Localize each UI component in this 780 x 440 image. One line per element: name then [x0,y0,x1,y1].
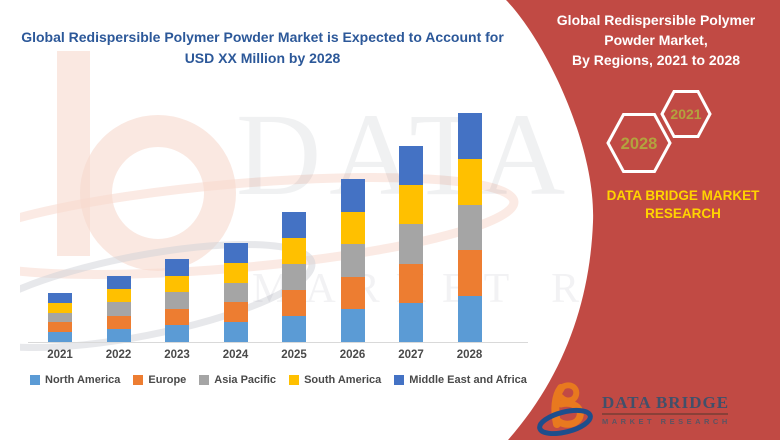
bar-segment-middle-east-and-africa [106,276,131,290]
bar-segment-north-america [457,296,482,342]
side-panel-title-line-3: By Regions, 2021 to 2028 [571,51,741,68]
side-panel-title-line-2: Powder Market, [604,31,708,48]
logo-underline [602,413,728,415]
x-axis-tick-2027: 2027 [398,349,424,361]
bar-segment-middle-east-and-africa [223,243,248,263]
legend-label: North America [45,374,121,386]
bar-segment-middle-east-and-africa [340,179,365,212]
bar-segment-south-america [457,158,482,205]
bar-2027 [399,146,423,342]
bar-segment-south-america [340,211,365,245]
bar-2025 [282,212,306,342]
legend-item-north-america: North America [30,374,120,386]
legend-item-europe: Europe [133,374,186,386]
x-axis-tick-2025: 2025 [281,349,307,361]
bar-segment-south-america [399,185,423,225]
bar-segment-asia-pacific [282,264,306,290]
bar-segment-north-america [223,322,248,342]
brand-name-text: DATA BRIDGE MARKET RESEARCH [606,188,760,222]
bar-segment-asia-pacific [340,244,365,277]
bar-segment-north-america [399,302,423,342]
bar-segment-middle-east-and-africa [48,293,72,303]
hexagon-badge-2028-icon [606,113,672,173]
side-panel-title-line-1: Global Redispersible Polymer [556,12,756,28]
bar-segment-south-america [106,289,131,303]
bar-segment-asia-pacific [106,302,131,316]
hexagon-badge-2021-icon [660,90,712,138]
bar-segment-middle-east-and-africa [165,259,189,276]
bar-segment-asia-pacific [399,224,423,264]
bar-segment-south-america [48,302,72,313]
bar-segment-south-america [223,262,248,283]
bar-segment-europe [165,308,189,326]
chart-legend: North America Europe Asia Pacific South Ame… [30,374,527,386]
bar-segment-europe [399,263,423,303]
legend-label: Europe [148,374,187,386]
legend-swatch-icon [30,375,40,385]
bar-segment-north-america [106,328,131,342]
logo-name: DATA BRIDGE [602,393,730,412]
bar-segment-middle-east-and-africa [399,146,423,186]
legend-label: South America [304,374,382,386]
legend-label: Asia Pacific [214,374,277,386]
legend-swatch-icon [133,375,144,385]
bar-segment-asia-pacific [165,292,189,309]
bar-segment-south-america [165,275,189,293]
bar-segment-europe [106,315,131,329]
logo-text-block: DATA BRIDGE MARKET RESEARCH [602,394,731,426]
legend-item-asia-pacific: Asia Pacific [199,374,276,386]
bar-segment-north-america [48,332,72,342]
bar-segment-north-america [282,316,306,342]
x-axis-tick-2021: 2021 [47,349,73,361]
legend-swatch-icon [394,375,405,385]
bar-segment-europe [48,322,72,333]
bar-segment-europe [223,302,248,323]
bar-segment-north-america [340,309,365,342]
x-axis-labels: 2021 2022 2023 2024 2025 2026 2027 2028 [28,349,528,365]
logo-b-hook [558,382,580,404]
hexagon-year-2021: 2021 [670,106,701,122]
bar-2023 [165,259,189,342]
bar-2026 [340,179,365,342]
bar-segment-europe [282,290,306,316]
bar-segment-south-america [282,238,306,264]
company-logo: DATA BRIDGE MARKET RESEARCH [536,382,731,436]
x-axis-tick-2022: 2022 [105,349,132,361]
side-panel-title: Global Redispersible Polymer Powder Mark… [545,11,767,71]
x-axis-tick-2026: 2026 [339,349,366,361]
legend-swatch-icon [289,375,300,385]
legend-label: Middle East and Africa [409,374,527,386]
x-axis-tick-2024: 2024 [222,349,249,361]
legend-item-south-america: South America [289,374,381,386]
bar-2024 [223,243,248,342]
bar-segment-middle-east-and-africa [457,113,482,159]
bar-segment-europe [340,276,365,310]
bar-2022 [106,276,131,342]
logo-b-bowl [553,399,584,428]
logo-swoosh [537,407,593,436]
bar-segment-asia-pacific [457,204,482,251]
bar-chart-plot [28,97,528,343]
bar-segment-middle-east-and-africa [282,212,306,238]
bar-2021 [48,293,72,342]
logo-b-icon [537,382,593,436]
bar-segment-asia-pacific [48,312,72,323]
chart-title: Global Redispersible Polymer Powder Mark… [21,29,504,66]
bar-segment-europe [457,250,482,297]
bar-2028 [457,113,482,342]
x-axis-tick-2023: 2023 [164,349,190,361]
logo-subtitle: MARKET RESEARCH [602,417,731,426]
bar-segment-north-america [165,325,189,342]
x-axis-tick-2028: 2028 [456,349,483,361]
hexagon-year-2028: 2028 [621,135,658,153]
bar-segment-asia-pacific [223,282,248,303]
legend-item-middle-east-and-africa: Middle East and Africa [394,374,527,386]
legend-swatch-icon [199,375,210,385]
